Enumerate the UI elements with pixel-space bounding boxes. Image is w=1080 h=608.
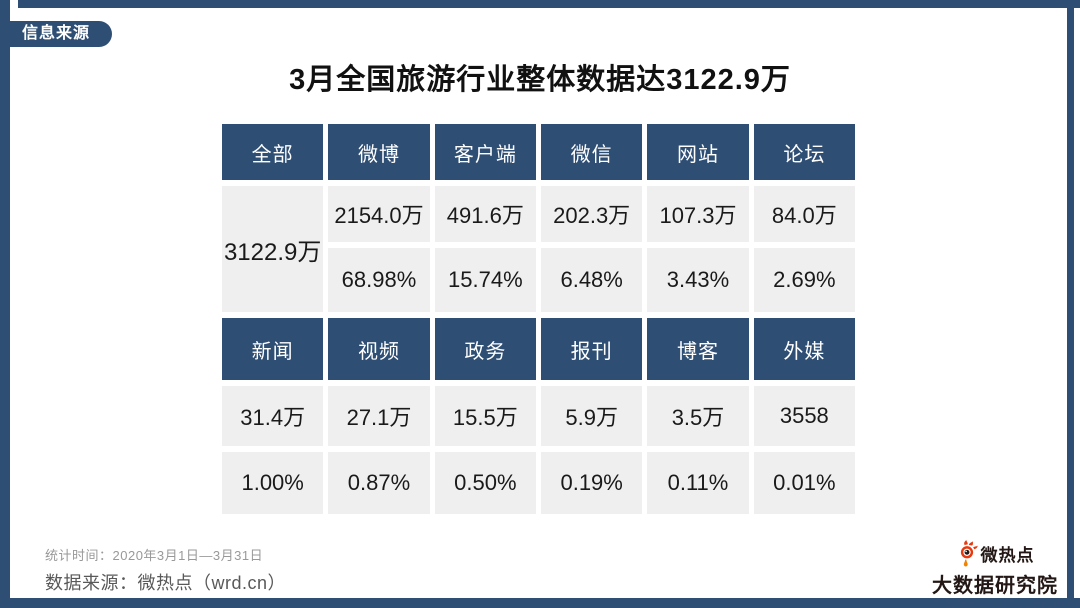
logo-institute-name: 大数据研究院 (932, 575, 1058, 597)
value-cell: 107.3万 (647, 186, 749, 242)
total-value-cell: 3122.9万 (222, 186, 324, 312)
header-cell-video: 视频 (328, 318, 430, 380)
value-cell: 491.6万 (434, 186, 536, 242)
value-cell: 15.5万 (434, 386, 536, 446)
percent-cell: 3.43% (647, 248, 749, 312)
percent-cell: 68.98% (328, 248, 430, 312)
percent-cell: 15.74% (434, 248, 536, 312)
percent-cell: 1.00% (222, 452, 324, 514)
value-cell: 3558 (753, 386, 855, 446)
header-cell-forum: 论坛 (753, 124, 855, 180)
value-cell: 84.0万 (753, 186, 855, 242)
frame-bottom-bar (0, 598, 1080, 608)
header-cell-blog: 博客 (647, 318, 749, 380)
percent-cell: 0.87% (328, 452, 430, 514)
footer-info: 统计时间：2020年3月1日—3月31日 数据来源：微热点（wrd.cn） (45, 545, 286, 595)
stat-time-label: 统计时间：2020年3月1日—3月31日 (45, 548, 264, 563)
value-cell: 5.9万 (541, 386, 643, 446)
value-cell: 27.1万 (328, 386, 430, 446)
header-cell-press: 报刊 (541, 318, 643, 380)
section-tag: 信息来源 (10, 21, 113, 47)
percent-cell: 2.69% (753, 248, 855, 312)
percent-cell: 0.50% (434, 452, 536, 514)
frame-right-strip (1067, 8, 1074, 598)
header-cell-wechat: 微信 (541, 124, 643, 180)
header-cell-client: 客户端 (434, 124, 536, 180)
page-title: 3月全国旅游行业整体数据达3122.9万 (289, 64, 791, 96)
percent-cell: 0.19% (541, 452, 643, 514)
header-cell-weibo: 微博 (328, 124, 430, 180)
percent-cell: 0.01% (753, 452, 855, 514)
frame-top-bar (18, 0, 1080, 8)
hotspot-eye-icon (956, 540, 978, 567)
value-cell: 3.5万 (647, 386, 749, 446)
frame-left-strip (0, 0, 10, 608)
header-cell-website: 网站 (647, 124, 749, 180)
header-cell-all: 全部 (222, 124, 324, 180)
value-cell: 202.3万 (541, 186, 643, 242)
statistics-table: 全部 微博 客户端 微信 网站 论坛 3122.9万 2154.0万 491.6… (222, 124, 855, 514)
brand-logo: 微热点 大数据研究院 (932, 540, 1058, 598)
percent-cell: 0.11% (647, 452, 749, 514)
header-cell-foreign-media: 外媒 (753, 318, 855, 380)
percent-cell: 6.48% (541, 248, 643, 312)
value-cell: 2154.0万 (328, 186, 430, 242)
header-cell-news: 新闻 (222, 318, 324, 380)
value-cell: 31.4万 (222, 386, 324, 446)
data-source-label: 数据来源：微热点（wrd.cn） (45, 573, 287, 593)
logo-brand-name: 微热点 (980, 546, 1035, 565)
logo-line1: 微热点 (932, 540, 1058, 567)
header-cell-gov: 政务 (434, 318, 536, 380)
